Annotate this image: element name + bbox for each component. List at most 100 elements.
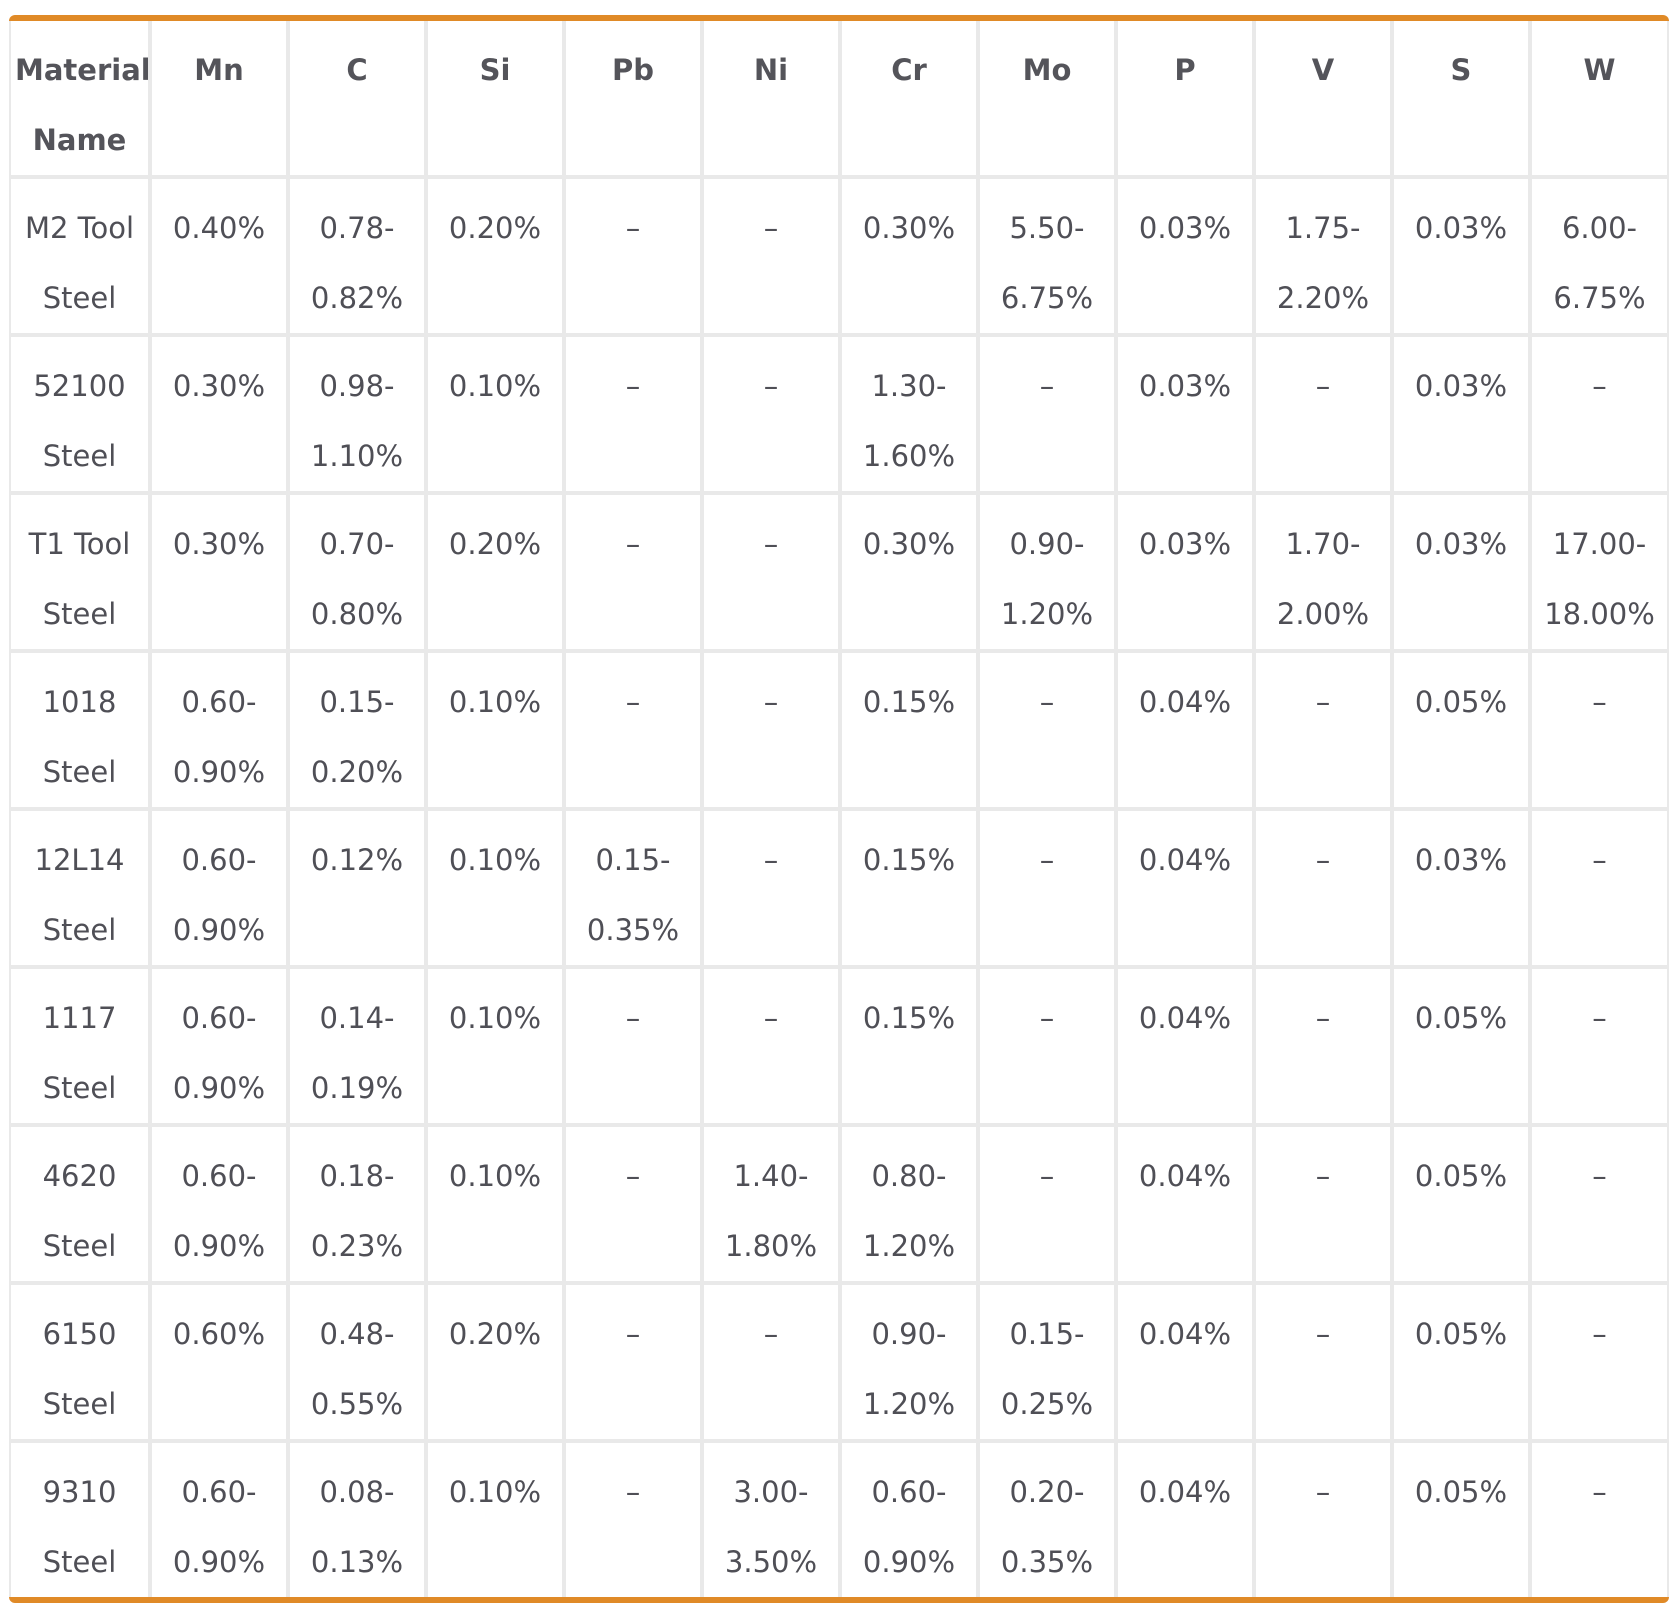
composition-cell-p: 0.04% [1114,965,1256,1127]
composition-cell-mn: 0.60- 0.90% [148,649,290,811]
composition-cell-c: 0.15- 0.20% [286,649,428,811]
composition-cell-ni: 3.00- 3.50% [700,1439,842,1597]
composition-cell-pb: – [562,965,704,1127]
material-name-cell: 1018 Steel [9,649,152,811]
table-row: 6150 Steel 0.60% 0.48- 0.55% 0.20% – –0.90- 1… [9,1281,1669,1443]
composition-cell-mo: 0.90- 1.20% [976,491,1118,653]
material-name-cell: M2 Tool Steel [9,175,152,337]
table-body: M2 Tool Steel 0.40% 0.78- 0.82% 0.20% – –0.30… [9,175,1669,1597]
composition-cell-w: 17.00- 18.00% [1528,491,1669,653]
column-header-v: V [1252,21,1394,179]
composition-cell-ni: – [700,175,842,337]
composition-cell-v: – [1252,333,1394,495]
table-row: 4620 Steel 0.60- 0.90% 0.18- 0.23% 0.10% –1.… [9,1123,1669,1285]
composition-cell-w: – [1528,965,1669,1127]
composition-cell-mn: 0.60- 0.90% [148,1123,290,1285]
composition-cell-s: 0.05% [1390,1439,1532,1597]
composition-cell-pb: – [562,175,704,337]
composition-cell-mo: 0.15- 0.25% [976,1281,1118,1443]
composition-cell-w: – [1528,1123,1669,1285]
composition-cell-p: 0.04% [1114,1123,1256,1285]
composition-cell-pb: – [562,649,704,811]
composition-cell-mo: – [976,333,1118,495]
material-name-cell: 52100 Steel [9,333,152,495]
composition-cell-pb: – [562,1123,704,1285]
composition-cell-ni: – [700,965,842,1127]
column-header-material-name: Material Name [9,21,152,179]
composition-cell-w: – [1528,649,1669,811]
composition-cell-mn: 0.60- 0.90% [148,807,290,969]
composition-cell-cr: 0.60- 0.90% [838,1439,980,1597]
table-header: Material Name Mn C Si Pb Ni Cr Mo P V S W [9,21,1669,179]
composition-cell-si: 0.10% [424,807,566,969]
composition-cell-cr: 0.80- 1.20% [838,1123,980,1285]
header-row: Material Name Mn C Si Pb Ni Cr Mo P V S W [9,21,1669,179]
composition-cell-w: – [1528,333,1669,495]
composition-cell-s: 0.03% [1390,175,1532,337]
table-row: T1 Tool Steel 0.30% 0.70- 0.80% 0.20% – –0.30… [9,491,1669,653]
column-header-si: Si [424,21,566,179]
composition-cell-si: 0.20% [424,491,566,653]
composition-cell-cr: 0.15% [838,807,980,969]
composition-cell-s: 0.05% [1390,1281,1532,1443]
composition-cell-w: – [1528,1439,1669,1597]
composition-cell-s: 0.05% [1390,965,1532,1127]
composition-cell-v: – [1252,1281,1394,1443]
material-name-cell: 12L14 Steel [9,807,152,969]
composition-cell-pb: – [562,491,704,653]
steel-composition-table: Material Name Mn C Si Pb Ni Cr Mo P V S W M2 Tool S… [9,21,1669,1597]
table-row: 12L14 Steel 0.60- 0.90% 0.12% 0.10% 0.15- 0.… [9,807,1669,969]
composition-cell-si: 0.20% [424,1281,566,1443]
composition-cell-si: 0.10% [424,333,566,495]
composition-cell-pb: 0.15- 0.35% [562,807,704,969]
composition-cell-cr: 0.30% [838,491,980,653]
composition-cell-v: 1.70- 2.00% [1252,491,1394,653]
composition-cell-mn: 0.60- 0.90% [148,1439,290,1597]
composition-cell-c: 0.14- 0.19% [286,965,428,1127]
composition-cell-s: 0.05% [1390,649,1532,811]
composition-cell-w: – [1528,807,1669,969]
composition-cell-p: 0.04% [1114,807,1256,969]
composition-cell-w: – [1528,1281,1669,1443]
composition-cell-ni: – [700,1281,842,1443]
composition-cell-v: – [1252,807,1394,969]
composition-cell-si: 0.10% [424,1123,566,1285]
composition-cell-pb: – [562,1281,704,1443]
composition-cell-c: 0.12% [286,807,428,969]
composition-cell-cr: 0.15% [838,965,980,1127]
composition-cell-c: 0.08- 0.13% [286,1439,428,1597]
column-header-c: C [286,21,428,179]
composition-cell-mo: – [976,1123,1118,1285]
composition-cell-ni: – [700,333,842,495]
composition-cell-pb: – [562,333,704,495]
composition-cell-mo: 5.50- 6.75% [976,175,1118,337]
column-header-s: S [1390,21,1532,179]
composition-cell-mo: 0.20- 0.35% [976,1439,1118,1597]
composition-cell-si: 0.10% [424,1439,566,1597]
composition-cell-s: 0.03% [1390,491,1532,653]
composition-cell-c: 0.78- 0.82% [286,175,428,337]
material-name-cell: 6150 Steel [9,1281,152,1443]
composition-cell-v: – [1252,1439,1394,1597]
composition-cell-mn: 0.60- 0.90% [148,965,290,1127]
composition-cell-ni: – [700,649,842,811]
composition-cell-mn: 0.30% [148,333,290,495]
composition-cell-ni: – [700,807,842,969]
composition-cell-v: – [1252,649,1394,811]
material-name-cell: 1117 Steel [9,965,152,1127]
composition-table-container: Material Name Mn C Si Pb Ni Cr Mo P V S W M2 Tool S… [9,15,1669,1603]
composition-cell-p: 0.04% [1114,1281,1256,1443]
composition-cell-s: 0.03% [1390,333,1532,495]
table-row: M2 Tool Steel 0.40% 0.78- 0.82% 0.20% – –0.30… [9,175,1669,337]
composition-cell-cr: 0.15% [838,649,980,811]
composition-cell-si: 0.10% [424,965,566,1127]
composition-cell-ni: – [700,491,842,653]
column-header-cr: Cr [838,21,980,179]
column-header-mn: Mn [148,21,290,179]
composition-cell-mo: – [976,649,1118,811]
column-header-ni: Ni [700,21,842,179]
composition-cell-p: 0.03% [1114,491,1256,653]
composition-cell-c: 0.70- 0.80% [286,491,428,653]
material-name-cell: 4620 Steel [9,1123,152,1285]
composition-cell-v: 1.75- 2.20% [1252,175,1394,337]
